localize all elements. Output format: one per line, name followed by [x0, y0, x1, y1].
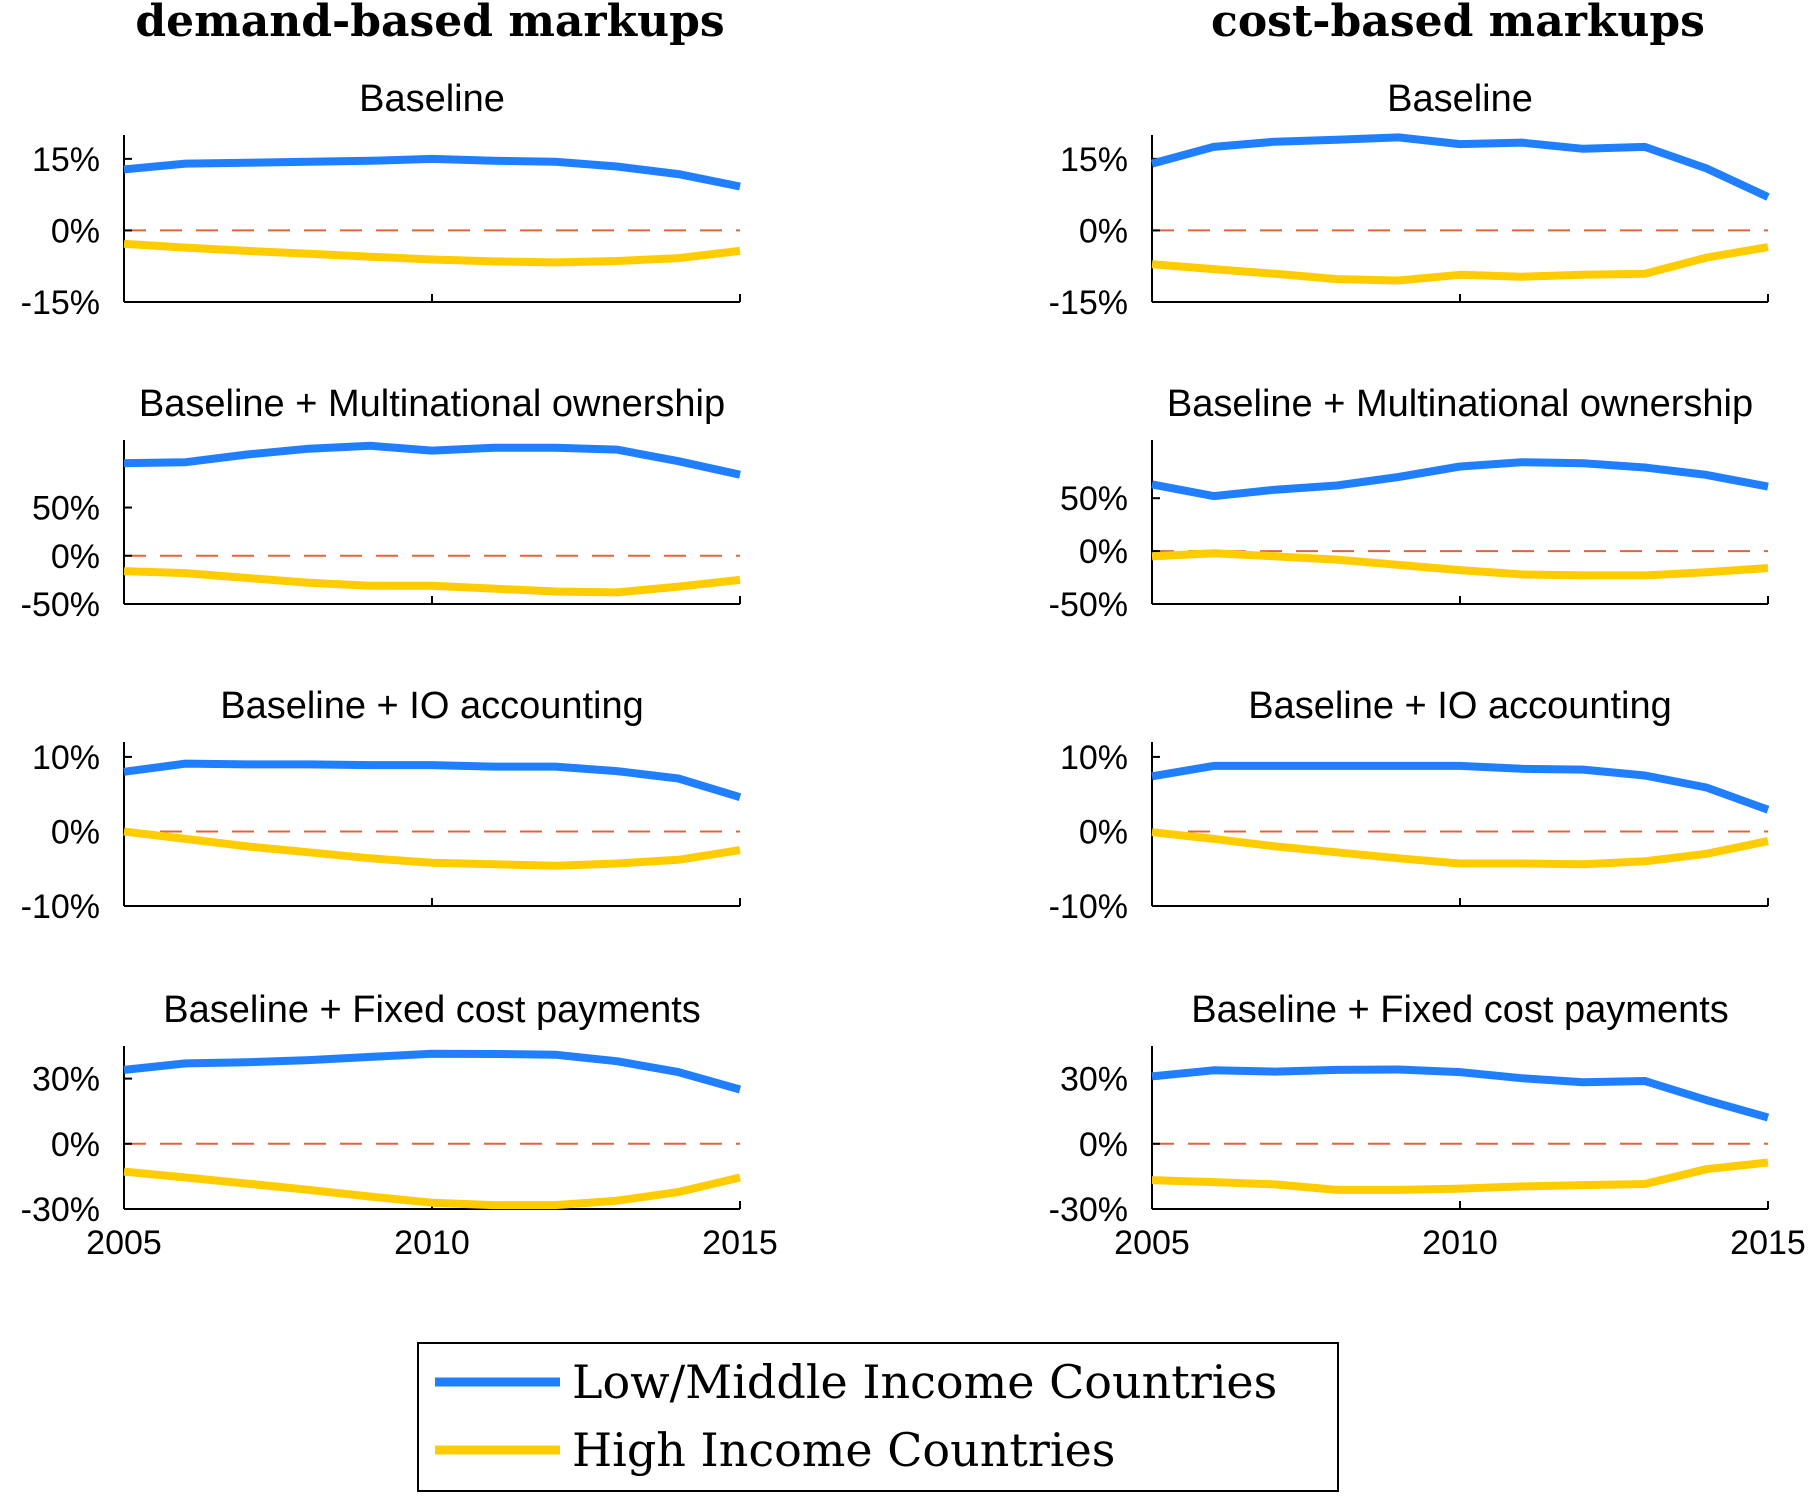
column-title-cost: cost-based markups: [1211, 0, 1705, 47]
panel-title: Baseline: [1387, 78, 1533, 120]
y-tick-label: 0%: [51, 813, 100, 851]
y-tick-label: -15%: [1049, 284, 1128, 322]
y-tick-label: 15%: [32, 141, 100, 179]
x-tick-label: 2010: [1422, 1224, 1498, 1262]
series-line-low-middle: [123, 1049, 742, 1094]
panel-title: Baseline: [359, 78, 505, 120]
series-line-low-middle: [1151, 761, 1770, 814]
series-line-high: [123, 1167, 741, 1210]
x-tick-label: 2015: [702, 1224, 778, 1262]
panel-7: Baseline + Fixed cost payments30%0%-30%2…: [21, 989, 778, 1262]
y-tick-label: -10%: [21, 888, 100, 926]
y-tick-label: 50%: [32, 490, 100, 528]
y-tick-label: -30%: [21, 1191, 100, 1229]
series-line-high: [1151, 243, 1769, 285]
series-line-high: [1151, 549, 1769, 580]
panel-3: Baseline + Multinational ownership 50% 0% -…: [21, 383, 741, 624]
panel-1: Baseline 15% 0% -15%: [21, 78, 741, 322]
x-tick-label: 2015: [1730, 1224, 1806, 1262]
y-tick-label: 0%: [1079, 1126, 1128, 1164]
panel-title: Baseline + IO accounting: [1248, 685, 1672, 727]
series-line-low-middle: [123, 154, 741, 191]
panel-title: Baseline + Fixed cost payments: [1191, 989, 1729, 1031]
y-tick-label: 10%: [32, 739, 100, 777]
panel-title: Baseline + Multinational ownership: [1167, 383, 1753, 425]
y-tick-label: 0%: [1079, 212, 1128, 250]
y-tick-label: 10%: [1060, 739, 1128, 777]
y-tick-label: 30%: [32, 1061, 100, 1099]
panel-4: Baseline + Multinational ownership 50% 0% -…: [1049, 383, 1769, 624]
y-tick-label: -15%: [21, 284, 100, 322]
panel-2: Baseline 15% 0% -15%: [1049, 78, 1770, 322]
panel-6: Baseline + IO accounting 10% 0% -10%: [1049, 685, 1770, 926]
x-tick-label: 2005: [86, 1224, 162, 1262]
series-line-low-middle: [1151, 458, 1769, 501]
y-tick-label: 0%: [51, 212, 100, 250]
y-tick-label: 15%: [1060, 141, 1128, 179]
y-tick-label: -50%: [21, 586, 100, 624]
legend-label-low-middle: Low/Middle Income Countries: [572, 1355, 1277, 1409]
series-line-low-middle: [1151, 1065, 1770, 1122]
y-tick-label: 0%: [1079, 813, 1128, 851]
panel-title: Baseline + IO accounting: [220, 685, 644, 727]
series-line-low-middle: [123, 441, 741, 479]
panels: Baseline15%0%-15%Baseline15%0%-15%Baseli…: [21, 78, 1806, 1262]
legend-label-high: High Income Countries: [572, 1423, 1115, 1477]
panel-8: Baseline + Fixed cost payments30%0%-30%2…: [1049, 989, 1806, 1262]
legend: Low/Middle Income Countries High Income …: [417, 1342, 1339, 1492]
series-line-high: [1151, 1158, 1769, 1194]
y-tick-label: -30%: [1049, 1191, 1128, 1229]
series-line-high: [1151, 828, 1769, 869]
panel-title: Baseline + Fixed cost payments: [163, 989, 701, 1031]
y-tick-label: 50%: [1060, 480, 1128, 518]
y-tick-label: 0%: [1079, 533, 1128, 571]
x-tick-label: 2010: [394, 1224, 470, 1262]
series-line-low-middle: [123, 759, 742, 802]
series-line-high: [123, 239, 741, 267]
panel-title: Baseline + Multinational ownership: [139, 383, 725, 425]
y-tick-label: -10%: [1049, 888, 1128, 926]
series-line-high: [123, 567, 741, 597]
y-tick-label: -50%: [1049, 586, 1128, 624]
y-tick-label: 0%: [51, 1126, 100, 1164]
series-line-low-middle: [1150, 133, 1770, 201]
y-tick-label: 0%: [51, 538, 100, 576]
series-line-high: [123, 827, 741, 870]
panel-5: Baseline + IO accounting 10% 0% -10%: [21, 685, 742, 926]
column-title-demand: demand-based markups: [135, 0, 724, 47]
x-tick-label: 2005: [1114, 1224, 1190, 1262]
y-tick-label: 30%: [1060, 1061, 1128, 1099]
legend-box: [417, 1342, 1339, 1492]
